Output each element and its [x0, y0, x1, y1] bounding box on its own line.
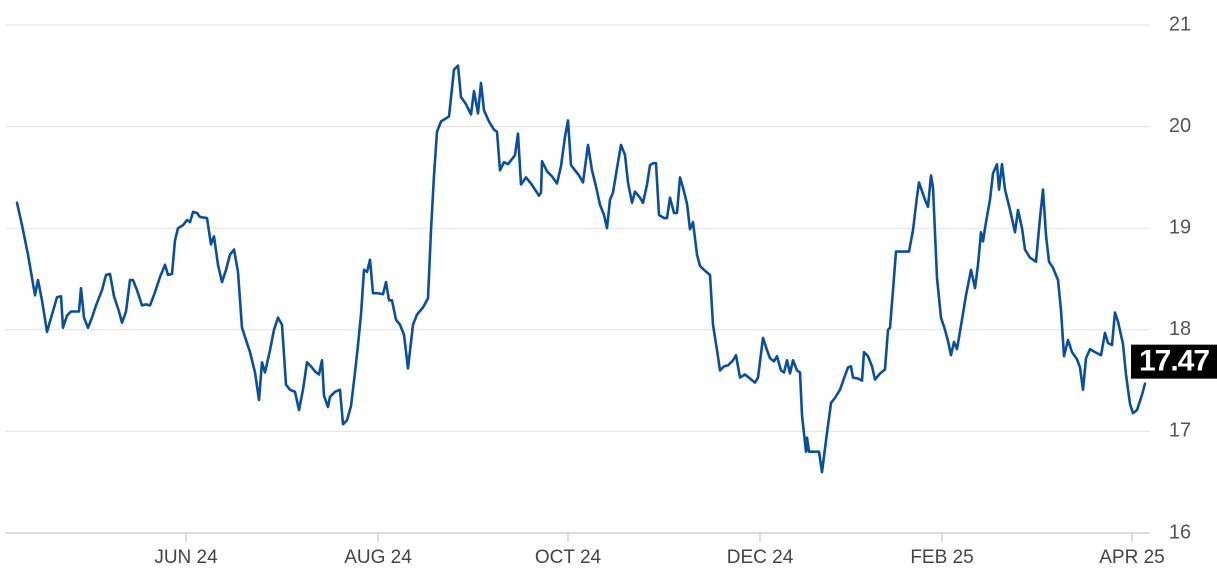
x-tick-label: FEB 25 — [910, 547, 973, 568]
last-value-label: 17.47 — [1139, 345, 1209, 378]
last-value-badge: 17.47 — [1131, 345, 1217, 379]
price-line — [15, 64, 1147, 474]
y-tick-label: 16 — [1169, 521, 1191, 543]
y-tick-label: 21 — [1169, 13, 1191, 35]
y-tick-label: 19 — [1169, 216, 1191, 238]
x-tick-label: AUG 24 — [344, 547, 412, 568]
x-tick-label: APR 25 — [1099, 547, 1164, 568]
y-tick-label: 20 — [1169, 115, 1191, 137]
y-tick-label: 17 — [1169, 420, 1191, 442]
x-tick-label: DEC 24 — [727, 547, 794, 568]
last-value-box — [1131, 344, 1217, 379]
y-tick-label: 18 — [1169, 318, 1191, 340]
x-tick-label: JUN 24 — [154, 547, 218, 568]
x-tick-label: OCT 24 — [535, 547, 602, 568]
